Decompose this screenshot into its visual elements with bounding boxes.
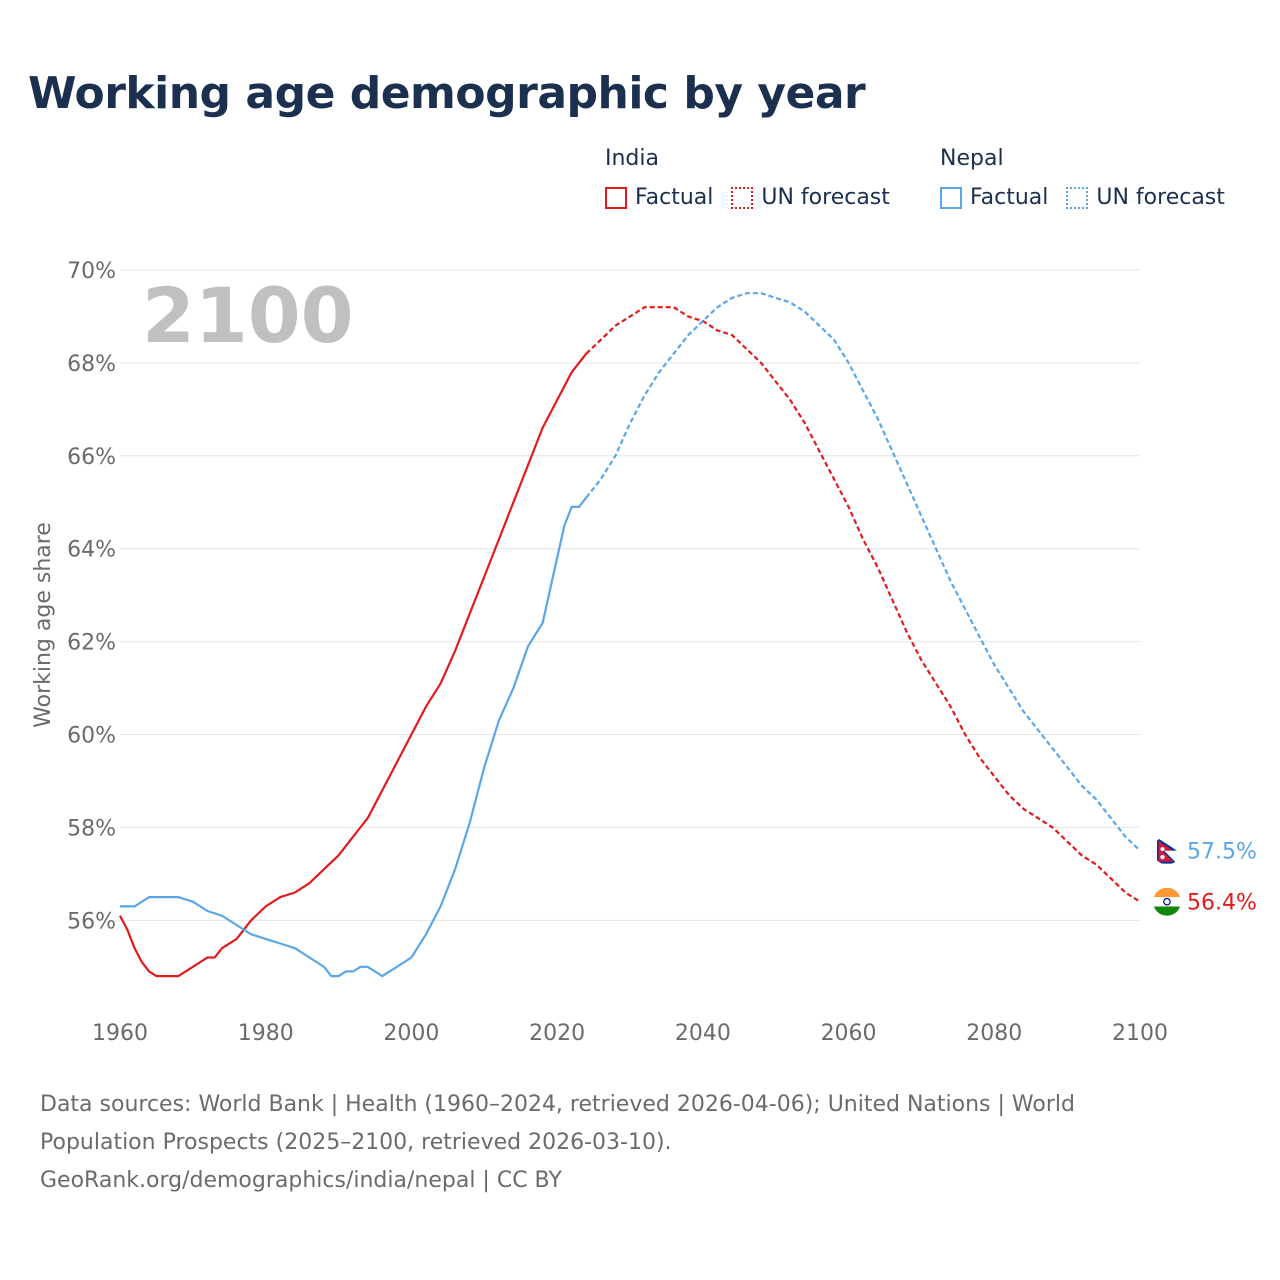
legend-group-india: India Factual UN forecast	[605, 146, 908, 210]
india-flag-icon	[1153, 887, 1181, 916]
legend-label: UN forecast	[761, 185, 890, 210]
legend-swatch-dotted	[731, 186, 754, 209]
x-tick-label: 2040	[675, 1021, 731, 1046]
flag-chakra	[1163, 897, 1171, 906]
legend-group-name: Nepal	[940, 146, 1004, 171]
y-tick-label: 70%	[67, 259, 116, 284]
end-markers: 56.4% 57.5%	[1153, 836, 1257, 916]
line-chart: 2100 56% 58% 60% 62% 64% 66% 68% 70% 1960 1980 20…	[31, 259, 1257, 1046]
india-end-value-label: 56.4%	[1187, 891, 1257, 916]
legend-group-name: India	[605, 146, 659, 171]
nepal-flag	[1153, 836, 1181, 865]
legend-label: UN forecast	[1096, 185, 1225, 210]
x-tick-label: 1960	[92, 1021, 148, 1046]
india-factual-line	[119, 352, 588, 978]
nepal-flag-icon	[1153, 836, 1181, 865]
y-axis-label: Working age share	[31, 522, 56, 728]
source-line-1: Data sources: World Bank | Health (1960–…	[40, 1092, 1075, 1117]
nepal-factual-line	[120, 496, 588, 978]
flag-band-white	[1153, 897, 1181, 907]
x-tick-label: 2080	[966, 1021, 1022, 1046]
y-tick-label: 58%	[67, 816, 116, 841]
x-tick-label: 2060	[821, 1021, 877, 1046]
x-axis-ticks: 1960 1980 2000 2020 2040 2060 2080 2100	[92, 1021, 1168, 1046]
source-line-2: Population Prospects (2025–2100, retriev…	[40, 1130, 672, 1155]
x-tick-label: 1980	[238, 1021, 294, 1046]
india-flag	[1153, 887, 1181, 916]
gridlines	[120, 269, 1140, 921]
legend-swatch-solid	[940, 186, 962, 209]
nepal-end-value-label: 57.5%	[1187, 840, 1257, 865]
y-tick-label: 66%	[67, 445, 116, 470]
y-tick-label: 62%	[67, 631, 116, 656]
series-lines	[119, 292, 1141, 978]
legend-nepal-factual[interactable]: Factual	[940, 185, 1048, 210]
legend-nepal-forecast[interactable]: UN forecast	[1066, 185, 1225, 210]
legend-india-forecast[interactable]: UN forecast	[731, 185, 890, 210]
flag-moon	[1160, 847, 1165, 852]
source-note: Data sources: World Bank | Health (1960–…	[40, 1086, 1200, 1200]
flag-band-green	[1153, 906, 1181, 916]
year-overlay: 2100	[142, 271, 354, 360]
source-line-3[interactable]: GeoRank.org/demographics/india/nepal | C…	[40, 1168, 562, 1193]
flag-band-saffron	[1153, 887, 1181, 898]
legend-swatch-solid	[605, 186, 627, 209]
legend-group-nepal: Nepal Factual UN forecast	[940, 146, 1243, 210]
y-tick-label: 64%	[67, 538, 116, 563]
india-forecast-line	[585, 306, 1141, 903]
y-tick-label: 60%	[67, 724, 116, 749]
legend-label: Factual	[970, 185, 1049, 210]
x-tick-label: 2020	[529, 1021, 585, 1046]
x-tick-label: 2000	[383, 1021, 439, 1046]
y-axis-ticks: 56% 58% 60% 62% 64% 66% 68% 70%	[67, 259, 116, 934]
legend-label: Factual	[635, 185, 714, 210]
x-tick-label: 2100	[1112, 1021, 1168, 1046]
flag-sun	[1160, 854, 1165, 860]
y-tick-label: 56%	[67, 909, 116, 934]
y-tick-label: 68%	[67, 352, 116, 377]
legend-india-factual[interactable]: Factual	[605, 185, 713, 210]
nepal-forecast-line	[585, 292, 1141, 852]
legend-swatch-dotted	[1066, 186, 1089, 209]
chart-title: Working age demographic by year	[28, 68, 866, 119]
